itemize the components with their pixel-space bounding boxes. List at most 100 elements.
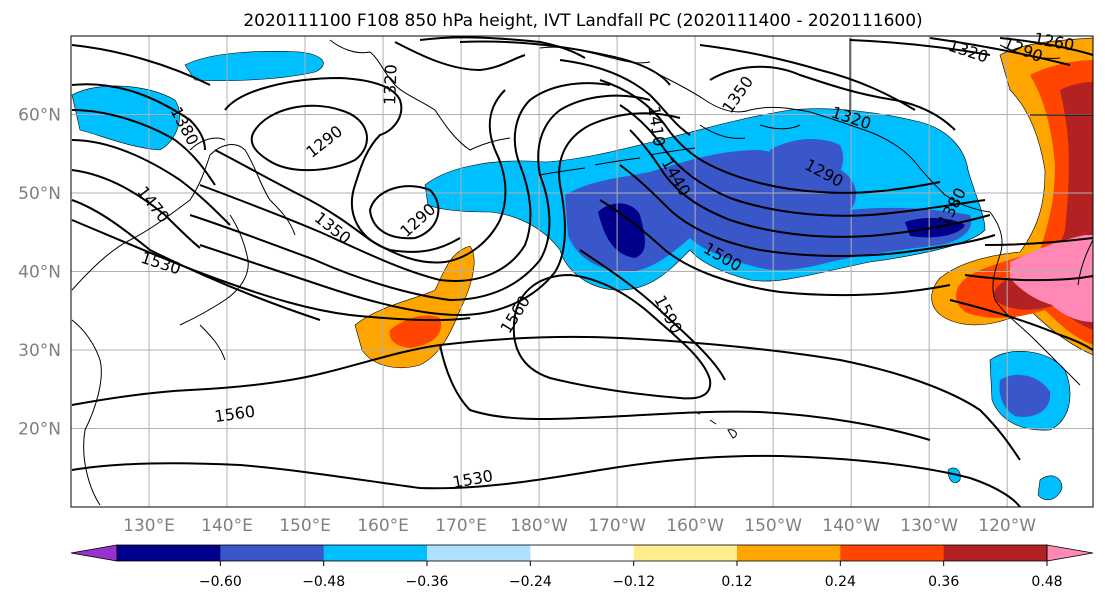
contour-line — [71, 454, 1021, 508]
colorbar-segment — [633, 545, 738, 561]
contour-line — [579, 249, 726, 381]
colorbar — [70, 544, 1094, 566]
colorbar-segment — [220, 545, 325, 561]
colorbar-segment — [737, 545, 841, 561]
contour-line — [189, 94, 651, 302]
colorbar-segment — [117, 545, 221, 561]
coast-japan — [179, 214, 249, 361]
contour-line — [214, 89, 507, 264]
colorbar-tick-label: 0.36 — [928, 574, 959, 590]
contour-line — [984, 237, 1094, 246]
figure-title: 2020111100 F108 850 hPa height, IVT Land… — [243, 11, 922, 31]
colorbar-segment — [323, 545, 428, 561]
contour-line — [71, 169, 201, 249]
colorbar-tick-label: −0.36 — [406, 574, 449, 590]
ivt-band-neg-036-b — [770, 138, 844, 192]
contour-line — [709, 65, 956, 131]
lon-label: 150°W — [744, 516, 802, 536]
lat-label: 20°N — [18, 420, 61, 440]
contour-line — [699, 44, 916, 111]
lon-label: 170°E — [435, 516, 487, 536]
map-frame — [70, 35, 1094, 508]
contour-line — [71, 199, 321, 321]
lon-label: 140°W — [822, 516, 880, 536]
lon-label: 150°E — [279, 516, 331, 536]
contour-line — [619, 104, 986, 217]
colorbar-tick-label: 0.12 — [721, 574, 752, 590]
coastlines — [71, 38, 1094, 506]
contour-line — [459, 40, 671, 86]
ivt-band-neg-048 — [598, 203, 645, 258]
contour-line — [394, 41, 526, 72]
contour-line — [199, 82, 611, 282]
contour-line — [250, 104, 368, 172]
contour-line — [559, 59, 691, 136]
lon-label: 130°W — [900, 516, 958, 536]
contour-line — [71, 219, 471, 322]
contour-line — [199, 112, 681, 317]
lon-label: 120°W — [978, 516, 1036, 536]
contour-line — [71, 44, 211, 86]
colorbar-segment — [943, 545, 1048, 561]
contour-line — [599, 79, 941, 194]
colorbar-tick-label: 0.48 — [1031, 574, 1062, 590]
coast-aleutians — [539, 147, 696, 176]
coast-alaska — [649, 69, 991, 213]
coast-north-america — [849, 38, 1094, 386]
latitude-axis-labels: 60°N 50°N 40°N 30°N 20°N — [18, 106, 61, 440]
colorbar-segment — [530, 545, 635, 561]
colorbar-tick-label: −0.12 — [612, 574, 655, 590]
colorbar-tick-label: −0.60 — [199, 574, 242, 590]
colorbar-segment — [427, 545, 531, 561]
lat-label: 40°N — [18, 263, 61, 283]
contour-line — [949, 299, 1094, 351]
contour-line — [929, 37, 1071, 66]
contour-line — [619, 164, 996, 257]
ivt-band-pos-036 — [389, 315, 442, 348]
contour-line — [71, 83, 206, 151]
ivt-band-neg-024-e — [1037, 475, 1063, 501]
colorbar-extend-low — [70, 544, 118, 562]
lat-label: 30°N — [18, 341, 61, 361]
ivt-band-neg-024-c — [184, 51, 324, 82]
contour-line — [419, 36, 586, 59]
coast-asia-kamchatka — [71, 137, 296, 506]
contour-line — [71, 109, 216, 186]
ivt-band-neg-036-c — [999, 374, 1051, 417]
colorbar-tick-label: 0.24 — [825, 574, 856, 590]
contour-line — [368, 185, 440, 240]
colorbar-segment — [840, 545, 945, 561]
ivt-shading — [71, 37, 1094, 501]
colorbar-tick-label: −0.48 — [302, 574, 345, 590]
lon-label: 180°W — [510, 516, 568, 536]
lon-label: 160°E — [357, 516, 409, 536]
lon-label: 130°E — [123, 516, 175, 536]
contour-line — [512, 273, 712, 400]
ivt-band-neg-036 — [565, 150, 972, 272]
longitude-axis-labels: 130°E 140°E 150°E 160°E 170°E 180°W 170°W 160°W… — [123, 516, 1036, 536]
colorbar-tick-labels: −0.60 −0.48 −0.36 −0.24 −0.12 0.12 0.24 0.36 0.4… — [199, 574, 1063, 590]
lat-label: 50°N — [18, 184, 61, 204]
colorbar-outline — [116, 544, 1048, 562]
ivt-band-neg-024-f — [947, 467, 961, 483]
lon-label: 170°W — [588, 516, 646, 536]
contour-line — [999, 37, 1094, 56]
lon-label: 160°W — [666, 516, 724, 536]
ivt-band-pos-060-na — [1010, 235, 1093, 322]
graticule — [71, 36, 1093, 507]
height-contours — [71, 36, 1094, 508]
contour-line — [439, 344, 931, 441]
contour-label: 1320 — [380, 64, 400, 105]
lon-label: 140°E — [201, 516, 253, 536]
contour-line — [629, 129, 991, 238]
colorbar-extend-high — [1046, 544, 1094, 562]
contour-line — [71, 335, 1021, 461]
contour-line — [849, 39, 991, 56]
contour-line — [599, 199, 951, 297]
contour-line — [964, 274, 1094, 282]
colorbar-tick-label: −0.24 — [509, 574, 552, 590]
lat-label: 60°N — [18, 106, 61, 126]
contour-line — [71, 139, 231, 226]
